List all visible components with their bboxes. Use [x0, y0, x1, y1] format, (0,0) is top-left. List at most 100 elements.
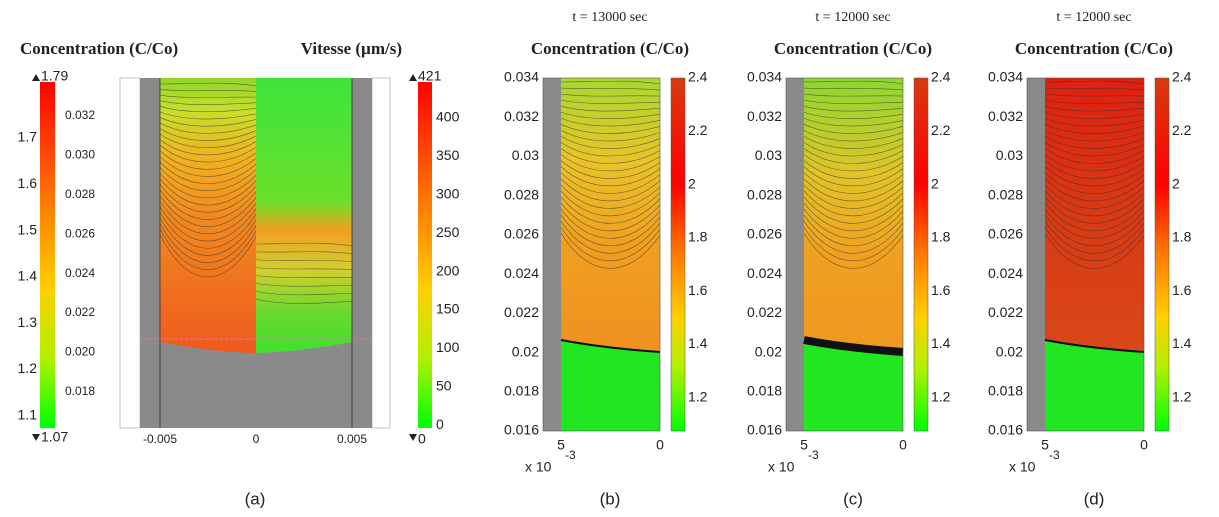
panel-title: Concentration (C/Co) — [774, 39, 932, 58]
colorbar-tick-label: 50 — [436, 378, 452, 394]
contour-line — [1044, 124, 1145, 134]
contour-line — [159, 100, 257, 105]
contour-line — [803, 136, 904, 149]
min-marker — [32, 434, 40, 441]
contour-line — [560, 202, 661, 232]
contour-line — [255, 298, 353, 304]
contour-line — [803, 99, 904, 104]
contour-line — [560, 148, 661, 164]
x-multiplier: x 10 — [1009, 459, 1036, 475]
contour-line — [560, 105, 661, 112]
contour-line — [803, 196, 904, 224]
contour-line — [560, 130, 661, 142]
contour-line — [1044, 202, 1145, 232]
y-tick-label: 0.024 — [504, 265, 539, 281]
contour-line — [159, 145, 257, 163]
x-tick-label: 5 — [800, 437, 808, 453]
x-tick-label: 0 — [899, 437, 907, 453]
y-tick-label: 0.032 — [747, 108, 782, 124]
x-tick-label: 0.005 — [337, 432, 367, 446]
contour-line — [560, 154, 661, 172]
contour-line — [1044, 148, 1145, 164]
y-tick-label: 0.016 — [504, 422, 539, 438]
contour-line — [803, 105, 904, 112]
contour-line — [803, 226, 904, 261]
colorbar-tick-label: 1.8 — [1172, 229, 1192, 245]
y-tick-label: 0.02 — [512, 343, 539, 359]
y-tick-label: 0.020 — [65, 345, 95, 359]
contour-line — [1044, 214, 1145, 247]
colorbar-tick-label: 2.4 — [688, 69, 708, 85]
contour-line — [1044, 166, 1145, 187]
contour-line — [803, 111, 904, 119]
colorbar-tick-label: 150 — [436, 301, 460, 317]
y-tick-label: 0.016 — [747, 422, 782, 438]
colorbar-tick-label: 400 — [436, 109, 460, 125]
contour-line — [159, 94, 257, 98]
contour-line — [803, 142, 904, 157]
contour-line — [560, 142, 661, 157]
contour-line — [560, 184, 661, 209]
colorbar-tick-label: 1.2 — [931, 389, 951, 405]
contour-line — [803, 124, 904, 134]
colorbar-tick-label: 1.6 — [688, 282, 708, 298]
colorbar-tick-label: 2.4 — [1172, 69, 1192, 85]
contour-line — [803, 232, 904, 269]
colorbar-tick-label: 2 — [931, 175, 939, 191]
contour-line — [159, 223, 257, 263]
contour-line — [159, 217, 257, 256]
contour-line — [1044, 220, 1145, 254]
contour-line — [560, 190, 661, 217]
colorbar-tick-label: 100 — [436, 339, 460, 355]
x-multiplier: x 10 — [768, 459, 795, 475]
contour-line — [1044, 111, 1145, 119]
contour-line — [159, 150, 257, 170]
colorbar-tick-label: 2 — [1172, 175, 1180, 191]
contour-line — [803, 202, 904, 232]
contour-line — [1044, 190, 1145, 217]
y-tick-label: 0.030 — [65, 148, 95, 162]
colorbar-max: 1.79 — [41, 68, 68, 84]
caption: (a) — [245, 489, 266, 508]
colorbar-tick-label: 1.4 — [18, 268, 38, 284]
contour-line — [159, 189, 257, 220]
y-tick-label: 0.02 — [755, 343, 782, 359]
contour-line — [560, 80, 661, 85]
contour-line — [803, 190, 904, 217]
contour-line — [159, 122, 257, 134]
y-tick-label: 0.026 — [988, 226, 1023, 242]
colorbar-tick-label: 1.8 — [688, 229, 708, 245]
y-tick-label: 0.026 — [747, 226, 782, 242]
contour-line — [560, 208, 661, 239]
time-label: t = 13000 sec — [572, 10, 647, 25]
plot-frame — [1026, 77, 1145, 432]
y-tick-label: 0.022 — [747, 304, 782, 320]
colorbar — [418, 82, 432, 428]
contour-line — [803, 117, 904, 127]
contour-line — [803, 214, 904, 247]
contour-line — [159, 167, 257, 192]
contour-line — [255, 283, 353, 287]
contour-line — [803, 154, 904, 172]
colorbar-tick-label: 1.3 — [18, 314, 38, 330]
colorbar-tick-label: 2.2 — [931, 122, 951, 138]
colorbar-tick-label: 1.4 — [1172, 335, 1192, 351]
max-marker — [409, 74, 417, 81]
y-tick-label: 0.032 — [504, 108, 539, 124]
caption: (c) — [843, 489, 863, 508]
interface — [560, 339, 661, 353]
contour-line — [1044, 154, 1145, 172]
colorbar-tick-label: 2 — [688, 175, 696, 191]
contour-line — [255, 275, 353, 278]
contour-line — [560, 160, 661, 179]
colorbar-tick-label: 0 — [436, 416, 444, 432]
contour-line — [159, 211, 257, 249]
contour-line — [803, 166, 904, 187]
panel-title: Concentration (C/Co) — [531, 39, 689, 58]
wall-gray — [786, 78, 804, 431]
wall-white — [119, 77, 141, 429]
y-tick-label: 0.034 — [747, 69, 782, 85]
contour-line — [159, 184, 257, 213]
y-tick-label: 0.034 — [988, 69, 1023, 85]
y-tick-label: 0.026 — [65, 226, 95, 240]
